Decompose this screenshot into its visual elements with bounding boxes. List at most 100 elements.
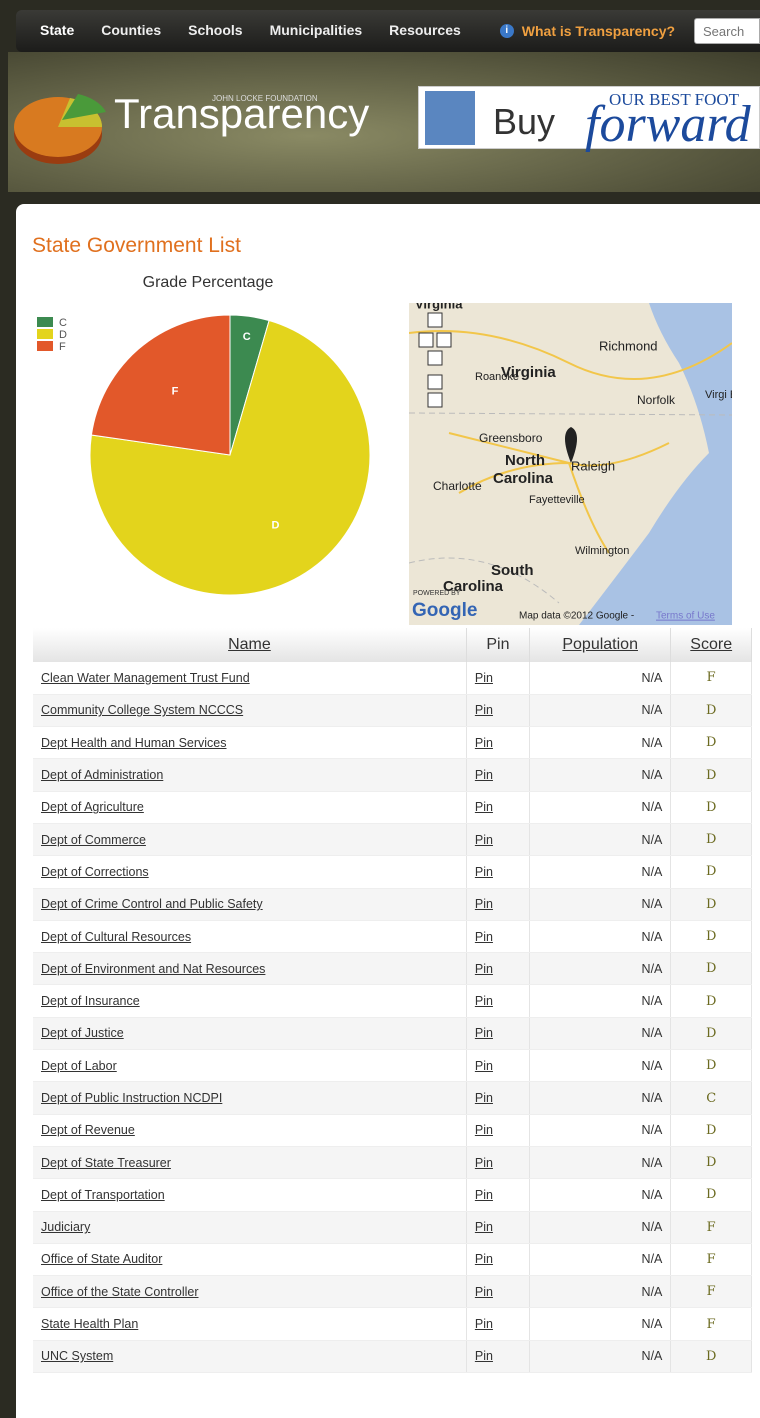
agency-link[interactable]: Dept of Revenue: [41, 1123, 135, 1137]
pin-link[interactable]: Pin: [475, 1349, 493, 1363]
sort-link[interactable]: Name: [228, 636, 271, 653]
pin-link[interactable]: Pin: [475, 962, 493, 976]
agency-link[interactable]: Dept of Corrections: [41, 865, 149, 879]
pin-link[interactable]: Pin: [475, 994, 493, 1008]
pin-link[interactable]: Pin: [475, 1026, 493, 1040]
map-label: Charlotte: [433, 479, 482, 493]
pin-cell: Pin: [466, 791, 529, 823]
pin-link[interactable]: Pin: [475, 930, 493, 944]
pin-link[interactable]: Pin: [475, 1317, 493, 1331]
map-label: Wilmington: [575, 545, 629, 557]
pin-link[interactable]: Pin: [475, 1188, 493, 1202]
pin-link[interactable]: Pin: [475, 865, 493, 879]
pin-cell: Pin: [466, 953, 529, 985]
agency-link[interactable]: Dept of Environment and Nat Resources: [41, 962, 265, 976]
name-cell: Dept of Public Instruction NCDPI: [33, 1082, 466, 1114]
map-label: Greensboro: [479, 431, 543, 445]
pin-link[interactable]: Pin: [475, 1091, 493, 1105]
name-cell: Dept of Transportation: [33, 1179, 466, 1211]
population-cell: N/A: [529, 694, 670, 726]
agency-link[interactable]: Dept of Labor: [41, 1059, 117, 1073]
nav-item[interactable]: Municipalities: [270, 22, 363, 38]
agency-link[interactable]: Dept of Public Instruction NCDPI: [41, 1091, 222, 1105]
score-cell: D: [671, 759, 752, 791]
pin-cell: Pin: [466, 1340, 529, 1372]
name-cell: Dept Health and Human Services: [33, 727, 466, 759]
ad-banner[interactable]: Buy OUR BEST FOOT forward: [418, 86, 760, 149]
agency-link[interactable]: Dept of Commerce: [41, 833, 146, 847]
pin-link[interactable]: Pin: [475, 1123, 493, 1137]
pin-link[interactable]: Pin: [475, 1059, 493, 1073]
logo-icon: [8, 72, 118, 182]
pin-link[interactable]: Pin: [475, 897, 493, 911]
name-cell: Dept of State Treasurer: [33, 1146, 466, 1178]
sort-link[interactable]: Score: [690, 636, 732, 653]
pin-link[interactable]: Pin: [475, 800, 493, 814]
agency-link[interactable]: Dept of Insurance: [41, 994, 140, 1008]
name-cell: Dept of Insurance: [33, 985, 466, 1017]
agency-link[interactable]: UNC System: [41, 1349, 113, 1363]
search-box[interactable]: [694, 18, 760, 44]
agency-link[interactable]: Community College System NCCCS: [41, 703, 243, 717]
name-cell: Dept of Commerce: [33, 823, 466, 855]
table-row: Dept of State TreasurerPinN/AD: [33, 1146, 752, 1178]
score-cell: D: [671, 791, 752, 823]
population-cell: N/A: [529, 1243, 670, 1275]
map-label: North: [505, 452, 545, 469]
table-row: Dept of CorrectionsPinN/AD: [33, 856, 752, 888]
legend-swatch: [37, 317, 53, 327]
pin-cell: Pin: [466, 1050, 529, 1082]
agency-link[interactable]: Dept of Administration: [41, 768, 163, 782]
pin-link[interactable]: Pin: [475, 671, 493, 685]
agency-link[interactable]: Office of State Auditor: [41, 1252, 162, 1266]
agency-link[interactable]: State Health Plan: [41, 1317, 138, 1331]
agency-link[interactable]: Judiciary: [41, 1220, 90, 1234]
table-row: Dept Health and Human ServicesPinN/AD: [33, 727, 752, 759]
map-label: Carolina: [493, 470, 554, 487]
pin-link[interactable]: Pin: [475, 1156, 493, 1170]
pin-link[interactable]: Pin: [475, 768, 493, 782]
score-cell: D: [671, 888, 752, 920]
pin-link[interactable]: Pin: [475, 1285, 493, 1299]
sort-link[interactable]: Population: [562, 636, 638, 653]
nav-item[interactable]: Resources: [389, 22, 461, 38]
name-cell: Dept of Agriculture: [33, 791, 466, 823]
agency-link[interactable]: Dept of Justice: [41, 1026, 124, 1040]
pin-link[interactable]: Pin: [475, 703, 493, 717]
agency-link[interactable]: Clean Water Management Trust Fund: [41, 671, 250, 685]
population-cell: N/A: [529, 1211, 670, 1243]
name-cell: Dept of Corrections: [33, 856, 466, 888]
nav-item[interactable]: Counties: [101, 22, 161, 38]
nav-item[interactable]: Schools: [188, 22, 242, 38]
pin-link[interactable]: Pin: [475, 1220, 493, 1234]
agency-link[interactable]: Dept of Agriculture: [41, 800, 144, 814]
table-row: Dept of CommercePinN/AD: [33, 823, 752, 855]
score-cell: D: [671, 694, 752, 726]
nav-items: State Counties Schools Municipalities Resour…: [40, 22, 488, 40]
agency-link[interactable]: Dept of Cultural Resources: [41, 930, 191, 944]
header-row: NamePinPopulationScore: [33, 628, 752, 662]
population-cell: N/A: [529, 1146, 670, 1178]
name-cell: Dept of Revenue: [33, 1114, 466, 1146]
pin-cell: Pin: [466, 920, 529, 952]
legend-label: C: [59, 317, 67, 329]
pin-link[interactable]: Pin: [475, 1252, 493, 1266]
nav-item[interactable]: State: [40, 22, 74, 38]
pin-link[interactable]: Pin: [475, 833, 493, 847]
score-cell: D: [671, 1340, 752, 1372]
map-terms[interactable]: Terms of Use: [656, 611, 715, 622]
table-row: Clean Water Management Trust FundPinN/AF: [33, 662, 752, 694]
pin-link[interactable]: Pin: [475, 736, 493, 750]
pin-cell: Pin: [466, 856, 529, 888]
agency-link[interactable]: Dept of Crime Control and Public Safety: [41, 897, 263, 911]
population-cell: N/A: [529, 1276, 670, 1308]
agency-link[interactable]: Dept of Transportation: [41, 1188, 165, 1202]
page: State Counties Schools Municipalities Resour…: [0, 0, 760, 1418]
agency-link[interactable]: Dept Health and Human Services: [41, 736, 227, 750]
score-cell: D: [671, 1050, 752, 1082]
agency-link[interactable]: Office of the State Controller: [41, 1285, 199, 1299]
agency-link[interactable]: Dept of State Treasurer: [41, 1156, 171, 1170]
pin-cell: Pin: [466, 759, 529, 791]
